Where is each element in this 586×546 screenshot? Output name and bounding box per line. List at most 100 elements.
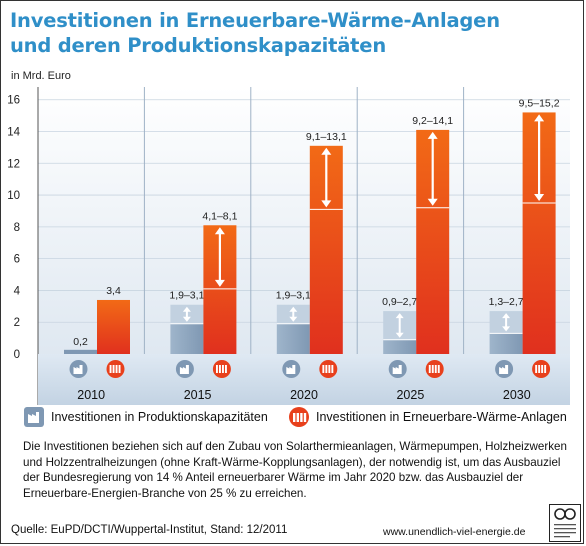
- x-tick-label: 2020: [290, 388, 318, 402]
- y-tick-label: 14: [7, 127, 20, 139]
- legend-label-anlagen: Investitionen in Erneuerbare-Wärme-Anlag…: [316, 410, 567, 424]
- source-text: Quelle: EuPD/DCTI/Wuppertal-Institut, St…: [11, 524, 288, 536]
- heater-icon: [532, 360, 551, 378]
- heater-icon-rib: [431, 365, 434, 373]
- data-label-prod: 1,9–3,1: [276, 290, 311, 302]
- arrow-head-up: [182, 306, 191, 312]
- heater-icon-rib: [322, 365, 325, 373]
- heater-icon-bg: [319, 360, 338, 378]
- heater-icon-rib: [115, 365, 118, 373]
- y-tick-label: 10: [7, 190, 20, 202]
- bar-prod: [64, 349, 97, 354]
- data-label-prod: 1,3–2,7: [489, 296, 524, 308]
- y-tick-label: 6: [14, 254, 20, 266]
- factory-icon: [175, 360, 194, 378]
- factory-icon: [282, 360, 301, 378]
- heater-icon-rib: [538, 365, 541, 373]
- x-tick-label: 2030: [503, 388, 531, 402]
- heater-icon-rib: [428, 365, 431, 373]
- heater-icon-rib: [328, 365, 331, 373]
- arrow-head-down: [214, 279, 225, 287]
- factory-icon: [69, 360, 88, 378]
- data-label-anlagen: 9,2–14,1: [412, 115, 453, 127]
- x-tick-label: 2015: [184, 388, 212, 402]
- data-label-prod: 0,2: [73, 336, 88, 348]
- heater-icon: [319, 360, 338, 378]
- factory-icon: [388, 360, 407, 378]
- factory-icon-shape: [392, 365, 402, 374]
- heater-icon-rib: [216, 365, 218, 373]
- heater-icon-rib: [325, 365, 328, 373]
- factory-icon-shape: [179, 365, 189, 374]
- arrow-head-down: [289, 316, 298, 322]
- y-tick-label: 8: [14, 222, 20, 234]
- arrow-head-up: [214, 227, 225, 235]
- y-tick-label: 12: [7, 158, 20, 170]
- heater-icon-rib: [535, 365, 538, 373]
- heater-icon-bg: [106, 360, 125, 378]
- factory-icon-shape: [499, 365, 509, 374]
- heater-icon: [212, 360, 231, 378]
- heater-icon-rib: [544, 365, 547, 373]
- heater-icon-rib: [225, 365, 227, 373]
- description-text: Die Investitionen beziehen sich auf den …: [23, 440, 567, 500]
- heater-icon-rib: [118, 365, 121, 373]
- heater-icon: [106, 360, 125, 378]
- factory-icon: [24, 407, 44, 427]
- title-line-2: und deren Produktionskapazitäten: [10, 34, 387, 57]
- heater-icon-rib: [331, 365, 334, 373]
- data-label-prod: 0,9–2,7: [382, 296, 417, 308]
- data-label-anlagen: 4,1–8,1: [202, 210, 237, 222]
- heater-icon-rib: [541, 365, 544, 373]
- legend-item-anlagen: Investitionen in Erneuerbare-Wärme-Anlag…: [288, 406, 567, 428]
- unit-label: in Mrd. Euro: [11, 70, 71, 82]
- heater-icon-bg: [425, 360, 444, 378]
- bar-chart: 0 2 4 6 8 10 12 14 16 0,2 3,4 1,9–3,1 4,1–8,1 1,9–3,…: [7, 87, 570, 405]
- arrow-head-up: [395, 313, 404, 319]
- chart-title: Investitionen in Erneuerbare-Wärme-Anlag…: [10, 8, 580, 58]
- heater-icon-rib: [437, 365, 440, 373]
- arrow-head-up: [427, 131, 438, 139]
- year-band: [38, 354, 570, 405]
- x-tick-label: 2010: [77, 388, 105, 402]
- y-tick-label: 4: [14, 285, 21, 297]
- arrow-head-down: [502, 326, 511, 332]
- arrow-head-down: [534, 194, 545, 202]
- data-label-anlagen: 9,5–15,2: [519, 97, 560, 109]
- bar-prod-base: [383, 339, 417, 354]
- heater-icon: [289, 407, 309, 427]
- x-tick-label: 2025: [396, 388, 424, 402]
- legend-item-prod: Investitionen in Produktionskapazitäten: [23, 406, 268, 428]
- data-label-anlagen: 3,4: [106, 285, 121, 297]
- bar-anlagen: [97, 299, 130, 354]
- factory-icon: [495, 360, 514, 378]
- arrow-head-down: [182, 316, 191, 322]
- agentur-logo: [549, 504, 581, 542]
- heater-icon-rib: [222, 365, 224, 373]
- website-url[interactable]: www.unendlich-viel-energie.de: [383, 526, 526, 538]
- y-tick-label: 2: [14, 317, 20, 329]
- heater-icon-rib: [219, 365, 221, 373]
- factory-icon-shape: [286, 365, 296, 374]
- heater-icon-bg: [532, 360, 551, 378]
- legend-label-prod: Investitionen in Produktionskapazitäten: [51, 410, 268, 424]
- arrow-head-down: [427, 198, 438, 206]
- heater-icon: [425, 360, 444, 378]
- arrow-head-up: [289, 306, 298, 312]
- bar-prod-base: [276, 323, 310, 354]
- factory-icon-shape: [73, 365, 83, 374]
- y-tick-label: 0: [14, 349, 20, 361]
- arrow-head-up: [321, 147, 332, 155]
- data-label-anlagen: 9,1–13,1: [306, 131, 347, 143]
- heater-icon-rib: [109, 365, 112, 373]
- arrow-head-up: [534, 114, 545, 122]
- bar-prod-base: [170, 323, 204, 354]
- bar-prod-base: [489, 333, 523, 354]
- arrow-head-up: [502, 313, 511, 319]
- arrow-head-down: [321, 200, 332, 208]
- heater-icon-rib: [434, 365, 437, 373]
- arrow-head-down: [395, 332, 404, 338]
- title-line-1: Investitionen in Erneuerbare-Wärme-Anlag…: [10, 9, 500, 32]
- y-tick-label: 16: [7, 95, 20, 107]
